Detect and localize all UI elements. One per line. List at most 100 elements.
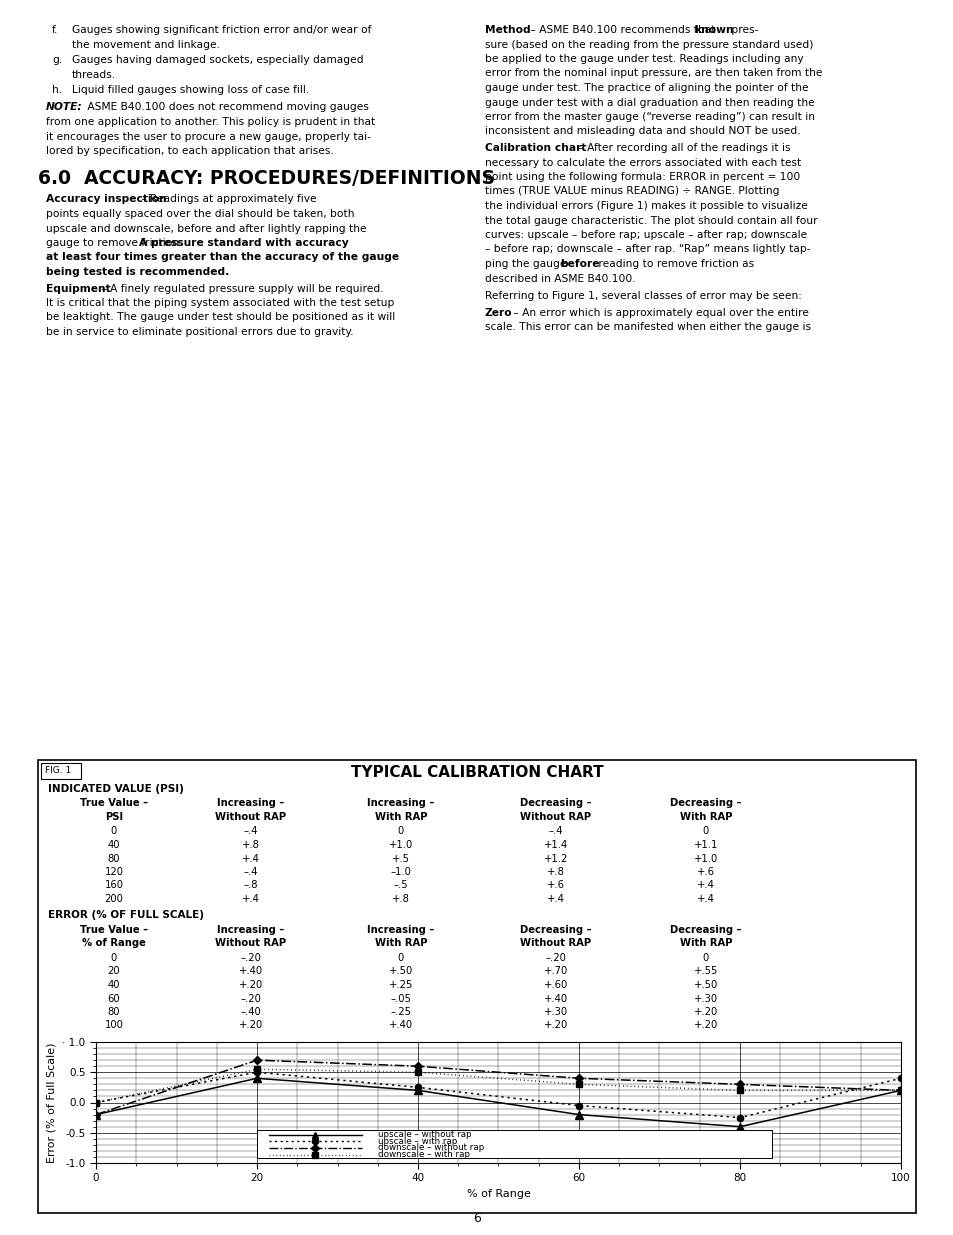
Text: Method: Method	[484, 25, 530, 35]
Text: described in ASME B40.100.: described in ASME B40.100.	[484, 273, 635, 284]
Text: +.55: +.55	[693, 967, 718, 977]
Text: it encourages the user to procure a new gauge, properly tai-: it encourages the user to procure a new …	[46, 131, 371, 142]
Text: –.25: –.25	[390, 1007, 411, 1016]
Text: error from the nominal input pressure, are then taken from the: error from the nominal input pressure, a…	[484, 68, 821, 79]
Text: gauge under test. The practice of aligning the pointer of the: gauge under test. The practice of aligni…	[484, 83, 808, 93]
Text: Without RAP: Without RAP	[520, 939, 591, 948]
X-axis label: % of Range: % of Range	[466, 1189, 530, 1199]
Text: – A finely regulated pressure supply will be required.: – A finely regulated pressure supply wil…	[98, 284, 383, 294]
Text: 6.0  ACCURACY: PROCEDURES/DEFINITIONS: 6.0 ACCURACY: PROCEDURES/DEFINITIONS	[38, 168, 495, 188]
Text: 160: 160	[105, 881, 123, 890]
Text: 200: 200	[105, 894, 123, 904]
Text: 120: 120	[105, 867, 123, 877]
Text: Zero: Zero	[484, 308, 512, 317]
Text: +.70: +.70	[543, 967, 568, 977]
Text: –.20: –.20	[240, 953, 261, 963]
Text: upscale – without rap: upscale – without rap	[377, 1130, 471, 1139]
Text: –1.0: –1.0	[390, 867, 411, 877]
Text: With RAP: With RAP	[375, 939, 427, 948]
Text: 0: 0	[111, 826, 117, 836]
Text: +.8: +.8	[392, 894, 410, 904]
Text: +.20: +.20	[693, 1007, 718, 1016]
Text: point using the following formula: ERROR in percent = 100: point using the following formula: ERROR…	[484, 172, 800, 182]
Text: f.: f.	[52, 25, 58, 35]
Text: +.25: +.25	[389, 981, 413, 990]
Text: Increasing –: Increasing –	[217, 799, 284, 809]
Text: necessary to calculate the errors associated with each test: necessary to calculate the errors associ…	[484, 158, 801, 168]
Text: Without RAP: Without RAP	[215, 811, 286, 823]
Text: the movement and linkage.: the movement and linkage.	[71, 40, 220, 49]
Text: the total gauge characteristic. The plot should contain all four: the total gauge characteristic. The plot…	[484, 215, 817, 226]
Text: Calibration chart: Calibration chart	[484, 143, 586, 153]
Text: +.4: +.4	[242, 853, 259, 863]
Text: +.60: +.60	[543, 981, 568, 990]
Text: +.30: +.30	[693, 993, 718, 1004]
Text: 100: 100	[105, 1020, 123, 1030]
Text: be in service to eliminate positional errors due to gravity.: be in service to eliminate positional er…	[46, 327, 354, 337]
Text: With RAP: With RAP	[679, 939, 732, 948]
Text: Decreasing –: Decreasing –	[670, 799, 741, 809]
Text: – before rap; downscale – after rap. “Rap” means lightly tap-: – before rap; downscale – after rap. “Ra…	[484, 245, 810, 254]
Text: FIG. 1: FIG. 1	[45, 766, 71, 776]
Text: Decreasing –: Decreasing –	[519, 925, 591, 935]
Text: 60: 60	[108, 993, 120, 1004]
Text: +.4: +.4	[546, 894, 564, 904]
Text: +1.1: +1.1	[693, 840, 718, 850]
Text: +.4: +.4	[697, 881, 714, 890]
Text: 0: 0	[397, 826, 404, 836]
Text: A pressure standard with accuracy: A pressure standard with accuracy	[139, 238, 348, 248]
Text: +.8: +.8	[546, 867, 564, 877]
Text: –.4: –.4	[548, 826, 562, 836]
Text: gauge under test with a dial graduation and then reading the: gauge under test with a dial graduation …	[484, 98, 814, 107]
Text: +.50: +.50	[693, 981, 718, 990]
Text: 6: 6	[473, 1212, 480, 1225]
Text: Increasing –: Increasing –	[217, 925, 284, 935]
Text: error from the master gauge (“reverse reading”) can result in: error from the master gauge (“reverse re…	[484, 112, 814, 122]
Text: +.6: +.6	[546, 881, 564, 890]
Text: Gauges having damaged sockets, especially damaged: Gauges having damaged sockets, especiall…	[71, 56, 363, 65]
Bar	[38, 760, 915, 1213]
Text: sure (based on the reading from the pressure standard used): sure (based on the reading from the pres…	[484, 40, 813, 49]
Text: the individual errors (Figure 1) makes it possible to visualize: the individual errors (Figure 1) makes i…	[484, 201, 807, 211]
Text: times (TRUE VALUE minus READING) ÷ RANGE. Plotting: times (TRUE VALUE minus READING) ÷ RANGE…	[484, 186, 779, 196]
Text: INDICATED VALUE (PSI): INDICATED VALUE (PSI)	[48, 784, 184, 794]
Text: – ASME B40.100 recommends that: – ASME B40.100 recommends that	[526, 25, 719, 35]
Text: curves: upscale – before rap; upscale – after rap; downscale: curves: upscale – before rap; upscale – …	[484, 230, 806, 240]
Text: % of Range: % of Range	[82, 939, 146, 948]
Text: 0: 0	[111, 953, 117, 963]
Text: at least four times greater than the accuracy of the gauge: at least four times greater than the acc…	[46, 252, 398, 263]
Y-axis label: Error (% of Full Scale): Error (% of Full Scale)	[47, 1042, 57, 1162]
Text: points equally spaced over the dial should be taken, both: points equally spaced over the dial shou…	[46, 209, 355, 219]
Text: Without RAP: Without RAP	[520, 811, 591, 823]
Text: – After recording all of the readings it is: – After recording all of the readings it…	[575, 143, 790, 153]
Text: –.20: –.20	[545, 953, 566, 963]
Text: +1.0: +1.0	[389, 840, 413, 850]
Text: inconsistent and misleading data and should NOT be used.: inconsistent and misleading data and sho…	[484, 126, 800, 137]
Text: +1.2: +1.2	[543, 853, 568, 863]
Text: ERROR (% OF FULL SCALE): ERROR (% OF FULL SCALE)	[48, 910, 204, 920]
Text: +.20: +.20	[693, 1020, 718, 1030]
Text: lored by specification, to each application that arises.: lored by specification, to each applicat…	[46, 146, 334, 156]
Text: +.40: +.40	[238, 967, 263, 977]
Text: from one application to another. This policy is prudent in that: from one application to another. This po…	[46, 117, 375, 127]
Text: – Readings at approximately five: – Readings at approximately five	[138, 194, 316, 205]
Text: scale. This error can be manifested when either the gauge is: scale. This error can be manifested when…	[484, 322, 810, 332]
Bar	[256, 1130, 771, 1158]
Text: Decreasing –: Decreasing –	[519, 799, 591, 809]
Text: 40: 40	[108, 840, 120, 850]
Text: 40: 40	[108, 981, 120, 990]
Text: True Value –: True Value –	[80, 799, 148, 809]
Text: +.6: +.6	[697, 867, 714, 877]
Text: upscale and downscale, before and after lightly rapping the: upscale and downscale, before and after …	[46, 224, 366, 233]
Text: NOTE:: NOTE:	[46, 103, 83, 112]
Text: –.4: –.4	[244, 826, 258, 836]
Text: –.05: –.05	[390, 993, 411, 1004]
Text: ping the gauge: ping the gauge	[484, 259, 569, 269]
Text: It is critical that the piping system associated with the test setup: It is critical that the piping system as…	[46, 298, 394, 308]
Text: –.5: –.5	[394, 881, 408, 890]
Text: threads.: threads.	[71, 69, 116, 79]
Text: reading to remove friction as: reading to remove friction as	[595, 259, 753, 269]
Text: 80: 80	[108, 853, 120, 863]
Text: gauge to remove friction.: gauge to remove friction.	[46, 238, 186, 248]
Text: +1.4: +1.4	[543, 840, 568, 850]
